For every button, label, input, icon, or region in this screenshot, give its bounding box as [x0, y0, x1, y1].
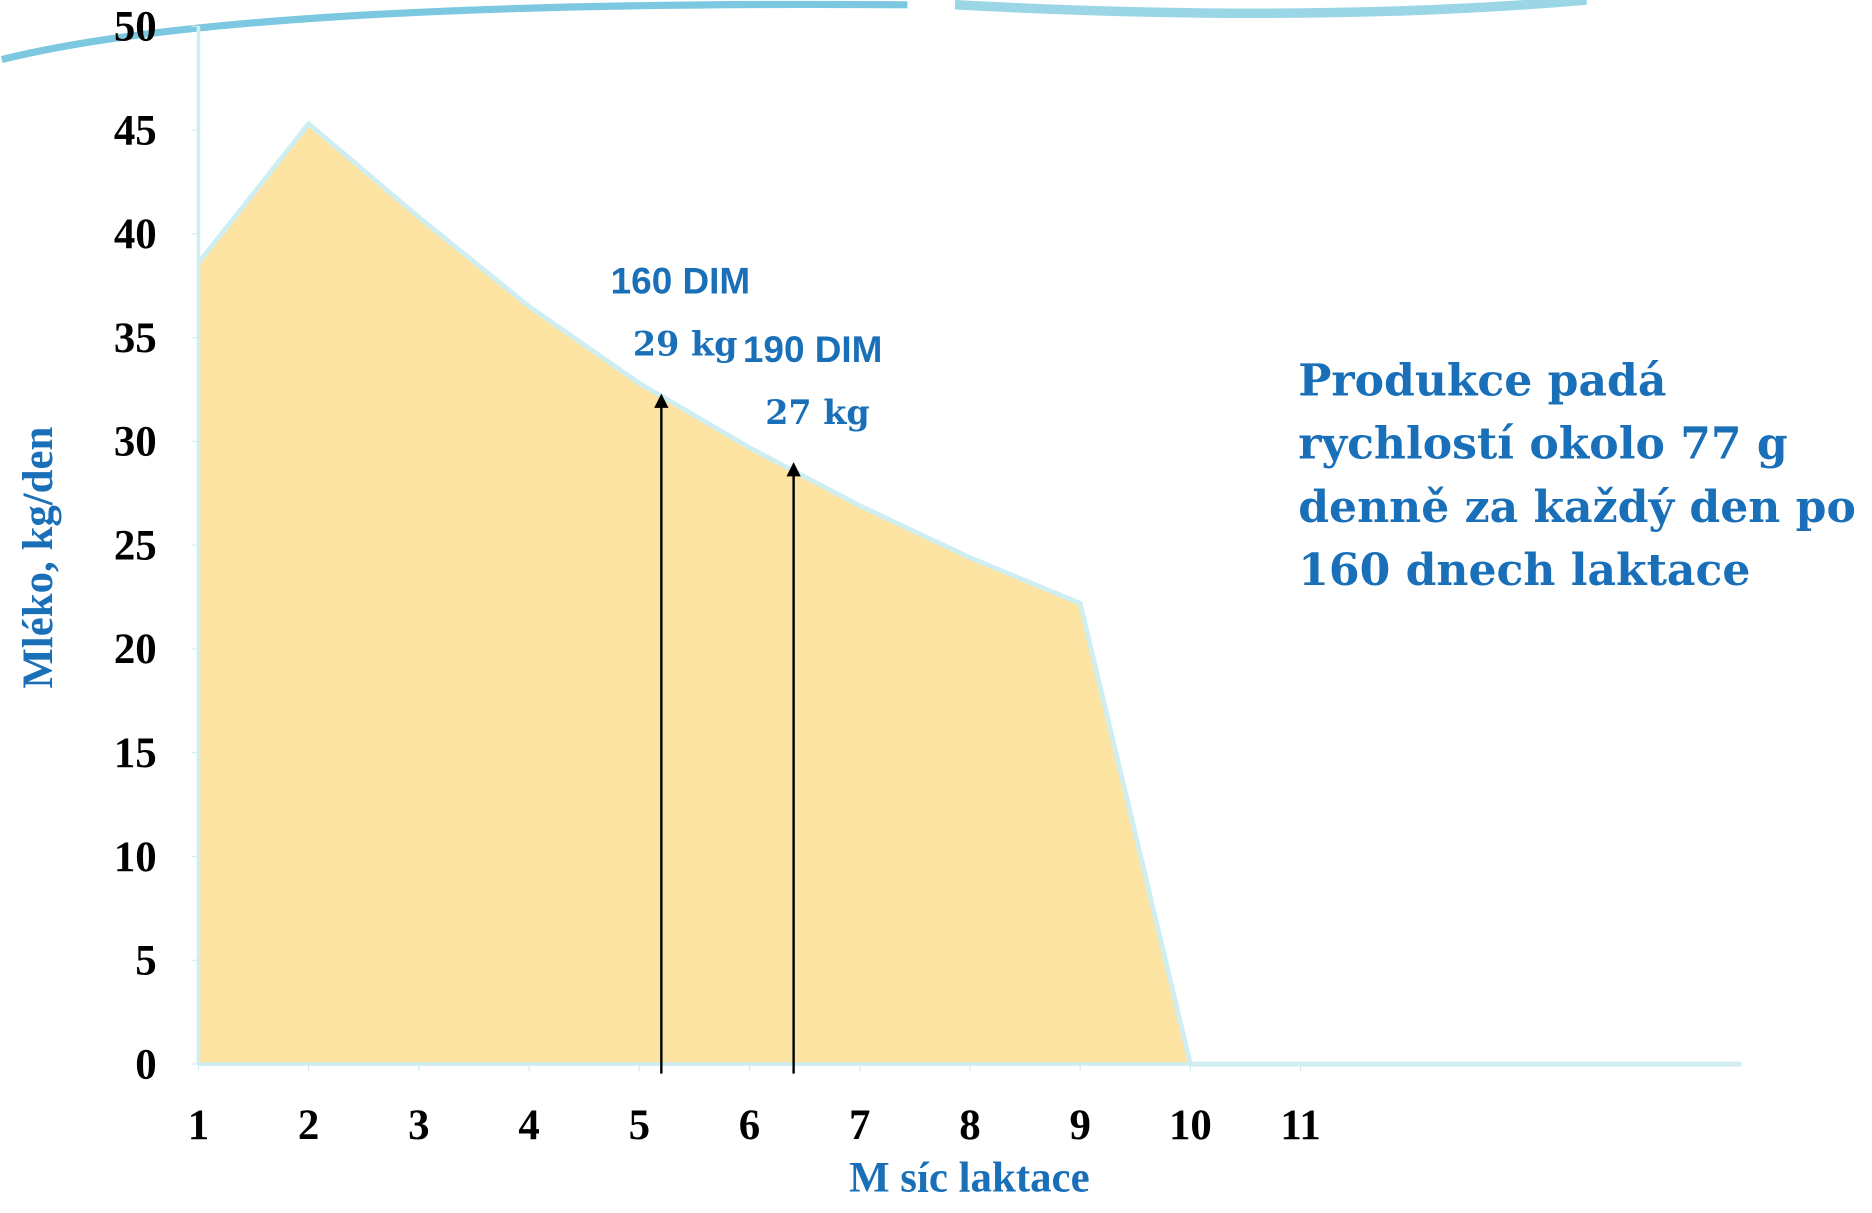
- note-line: denně za každý den po: [1298, 482, 1856, 533]
- y-tick-label: 45: [114, 107, 157, 154]
- arrow-label: 190 DIM: [743, 329, 883, 370]
- chart: M síc laktace Mléko, kg/den 051015202530…: [0, 0, 1872, 1213]
- note-line: 160 dnech laktace: [1298, 545, 1750, 596]
- x-tick-label: 2: [298, 1102, 319, 1149]
- y-tick-label: 20: [114, 626, 157, 673]
- x-tick-label: 11: [1280, 1102, 1321, 1149]
- y-tick-label: 30: [114, 419, 157, 466]
- note-line: rychlostí okolo 77 g: [1298, 419, 1787, 470]
- x-tick-label: 9: [1069, 1102, 1090, 1149]
- y-tick-label: 50: [114, 4, 157, 51]
- x-tick-label: 6: [739, 1102, 760, 1149]
- x-tick-label: 10: [1169, 1102, 1212, 1149]
- y-tick-label: 40: [114, 211, 157, 258]
- decoration: [955, 0, 1587, 13]
- x-tick-label: 5: [629, 1102, 650, 1149]
- y-axis-label: Mléko, kg/den: [15, 426, 62, 688]
- y-tick-label: 10: [114, 834, 157, 881]
- x-axis-label: M síc laktace: [849, 1155, 1090, 1202]
- y-tick-label: 15: [114, 730, 157, 777]
- x-tick-label: 8: [959, 1102, 980, 1149]
- arrow-label: 160 DIM: [611, 261, 751, 302]
- note-line: Produkce padá: [1298, 356, 1666, 407]
- x-tick-label: 3: [408, 1102, 429, 1149]
- y-tick-label: 35: [114, 315, 157, 362]
- x-tick-label: 1: [188, 1102, 209, 1149]
- x-tick-label: 7: [849, 1102, 870, 1149]
- x-tick-label: 4: [518, 1102, 539, 1149]
- y-tick-label: 5: [135, 938, 156, 985]
- y-tick-label: 0: [135, 1041, 156, 1088]
- y-tick-label: 25: [114, 522, 157, 569]
- arrow-sublabel: 29 kg: [633, 324, 737, 363]
- arrow-sublabel: 27 kg: [765, 393, 869, 432]
